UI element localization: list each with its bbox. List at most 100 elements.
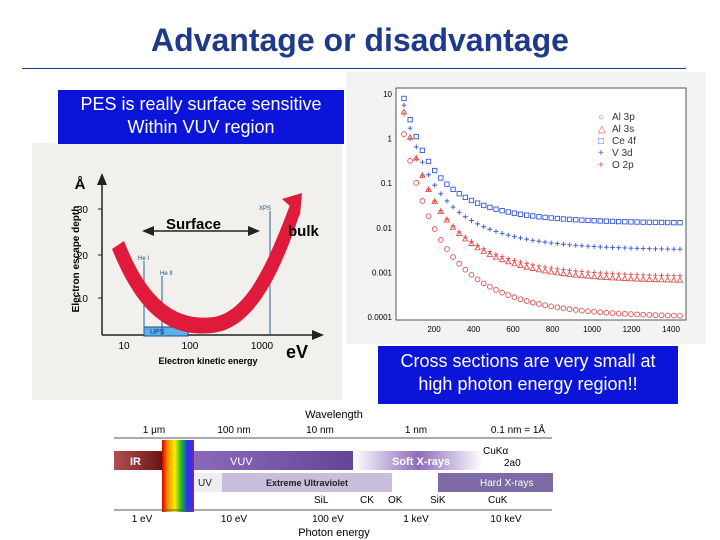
xsec-data-point <box>517 211 524 217</box>
xsec-data-point <box>536 238 542 244</box>
xsec-data-point <box>670 276 678 283</box>
xsec-data-point <box>658 312 665 319</box>
xsec-x-tick: 1200 <box>623 325 641 334</box>
xsec-data-point <box>573 268 579 274</box>
xsec-data-point <box>665 219 671 226</box>
legend-label: Al 3s <box>612 124 634 135</box>
xsec-data-point <box>493 229 499 234</box>
cuk-alpha-label: CuKα <box>483 446 508 457</box>
xsec-data-point <box>677 312 683 319</box>
xsec-data-point <box>676 276 684 283</box>
legend-label: V 3d <box>612 148 633 159</box>
xsec-data-point <box>591 308 597 315</box>
xsec-data-point <box>597 309 604 316</box>
xsec-data-point <box>401 111 407 117</box>
xsec-data-point <box>437 237 444 243</box>
visible-band <box>162 440 194 512</box>
xsec-data-point <box>523 263 531 270</box>
xsec-data-point <box>578 272 586 279</box>
xsec-data-point <box>677 220 683 226</box>
xsec-data-point <box>622 271 628 277</box>
xsec-data-point <box>609 310 616 316</box>
xsec-data-point <box>560 216 567 222</box>
xsec-data-point <box>517 262 524 269</box>
xsec-data-point <box>640 246 646 251</box>
xsec-data-point <box>653 272 658 278</box>
xsec-data-point <box>615 310 622 317</box>
xsec-data-point <box>419 198 426 204</box>
uv-band <box>194 473 222 492</box>
xsec-data-point <box>548 303 555 310</box>
xsec-data-point <box>420 173 425 179</box>
xsec-data-point <box>529 264 537 271</box>
bulk-label: bulk <box>288 223 319 240</box>
xsec-data-point <box>512 258 517 263</box>
legend-symbol: △ <box>598 124 606 135</box>
xsec-data-point <box>579 307 585 314</box>
title-divider <box>22 68 686 69</box>
xsec-data-point <box>493 287 499 293</box>
cross-section-line2: high photon energy region!! <box>418 374 638 394</box>
xsec-data-point <box>640 219 646 225</box>
xsec-data-point <box>475 221 480 227</box>
xsec-data-point <box>487 204 493 211</box>
xsec-data-point <box>401 102 407 108</box>
e-tick-10kev: 10 keV <box>490 514 521 525</box>
legend-label: Al 3p <box>612 112 635 123</box>
xsec-data-point <box>567 242 572 248</box>
xsec-data-point <box>524 212 530 218</box>
hard-xray-label: Hard X-rays <box>480 478 533 489</box>
xsec-data-point <box>616 218 622 225</box>
xsec-data-point <box>652 219 659 226</box>
xsec-data-point <box>438 175 444 181</box>
xsec-data-point <box>426 187 431 192</box>
xsec-data-point <box>616 245 622 251</box>
xsec-y-tick: 1 <box>388 135 393 144</box>
xsec-data-point <box>566 216 573 223</box>
legend-label: O 2p <box>612 160 634 171</box>
xsec-data-point <box>616 271 622 277</box>
xsec-data-point <box>652 312 659 318</box>
xsec-data-point <box>456 229 462 235</box>
xsec-data-point <box>407 136 413 142</box>
wavelength-title: Wavelength <box>305 409 363 421</box>
si-l-edge: SiL <box>314 495 329 506</box>
xsec-data-point <box>456 260 463 267</box>
x-tick-10: 10 <box>118 341 130 352</box>
xsec-data-point <box>493 206 499 212</box>
surface-label: Surface <box>166 216 221 233</box>
xsec-data-point <box>553 269 561 276</box>
xsec-data-point <box>492 253 500 260</box>
xsec-data-point <box>671 273 677 279</box>
surface-arrow-right <box>248 226 260 236</box>
xsec-data-point <box>413 179 420 186</box>
vuv-band <box>194 451 398 470</box>
soft-xray-band <box>353 451 483 470</box>
xsec-data-point <box>633 275 641 282</box>
two-a0-label: 2a0 <box>504 458 521 469</box>
xsec-data-point <box>468 240 475 247</box>
xsec-data-point <box>499 289 505 296</box>
xsec-data-point <box>627 275 635 282</box>
xsec-data-point <box>432 182 438 188</box>
xsec-data-point <box>511 294 518 301</box>
xsec-data-point <box>573 242 579 248</box>
xsec-data-point <box>505 292 512 298</box>
xsec-data-point <box>579 243 585 249</box>
xsec-data-point <box>413 156 419 162</box>
legend-symbol: + <box>598 160 604 171</box>
xsec-data-point <box>665 273 671 278</box>
xsec-data-point <box>567 267 572 273</box>
cross-section-figure: 10 1 0.1 0.01 0.001 0.0001 200 400 600 800 1000 12… <box>346 72 706 344</box>
xsec-x-tick: 200 <box>427 325 441 334</box>
xsec-data-point <box>659 273 664 278</box>
xsec-y-tick: 10 <box>383 90 392 99</box>
xsec-data-point <box>604 270 609 276</box>
xsec-data-point <box>566 306 573 313</box>
xsec-data-point <box>621 310 628 317</box>
xsec-data-point <box>480 280 487 287</box>
xsec-data-point <box>609 218 616 225</box>
x-axis-unit: eV <box>286 342 308 362</box>
xsec-data-point <box>603 218 610 224</box>
xsec-data-point <box>610 245 615 250</box>
